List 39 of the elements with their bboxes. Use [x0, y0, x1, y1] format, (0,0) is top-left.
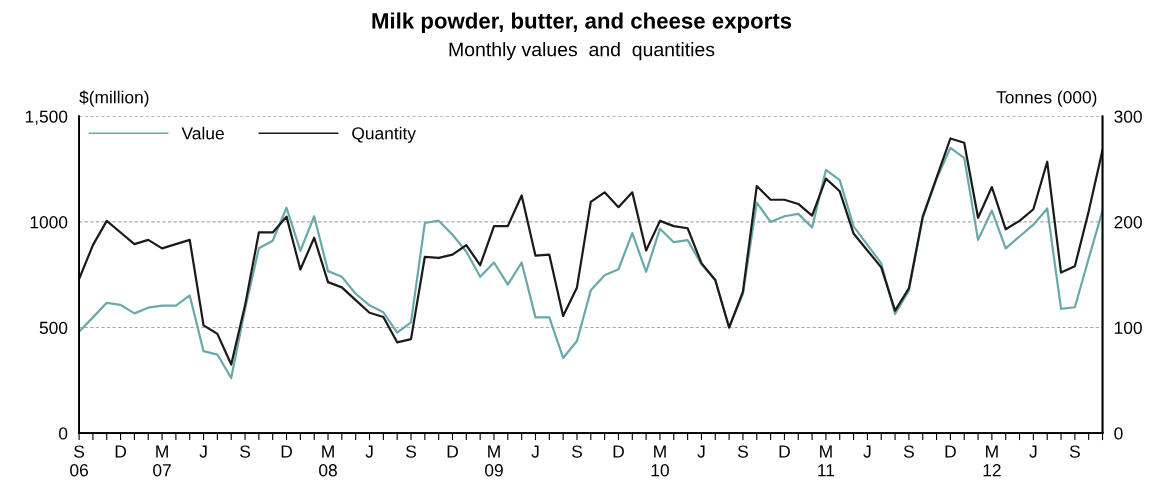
y2-tick-label: 100 — [1114, 321, 1142, 334]
x-tick-label: J — [697, 445, 705, 458]
y-tick-label: 500 — [39, 321, 68, 334]
x-tick-label: S — [903, 445, 914, 458]
y-tick-label: 0 — [59, 427, 68, 440]
x-tick-label: J — [365, 445, 373, 458]
x-tick-label: S — [737, 445, 748, 458]
x-tick-label: M 08 — [319, 445, 337, 477]
y-axis-title: $(million) — [79, 90, 149, 107]
legend-label: Value — [181, 126, 224, 140]
x-tick-label: D — [447, 445, 458, 458]
x-tick-label: D — [945, 445, 956, 458]
y2-tick-label: 0 — [1114, 427, 1123, 440]
y2-tick-label: 300 — [1114, 110, 1142, 123]
x-tick-label: M 11 — [818, 445, 835, 477]
x-tick-label: D — [613, 445, 624, 458]
x-tick-label: J — [863, 445, 871, 458]
y-tick-label: 1000 — [30, 216, 68, 229]
x-tick-label: S 06 — [70, 445, 88, 477]
x-tick-label: M 07 — [153, 445, 171, 477]
x-tick-label: S — [240, 445, 251, 458]
y2-tick-label: 200 — [1114, 216, 1142, 229]
x-tick-label: S — [406, 445, 416, 458]
chart-title: Milk powder, butter, and cheese exports — [372, 12, 792, 34]
x-tick-label: M 09 — [485, 445, 503, 477]
x-tick-label: D — [281, 445, 292, 458]
y2-axis-title: Tonnes (000) — [996, 90, 1097, 107]
x-tick-label: M 10 — [651, 445, 669, 477]
x-tick-label: J — [1029, 445, 1037, 458]
x-tick-label: S — [1069, 445, 1080, 458]
legend-label: Quantity — [352, 126, 416, 143]
x-tick-label: J — [199, 445, 207, 458]
x-tick-label: D — [779, 445, 790, 458]
x-tick-label: S — [571, 445, 582, 458]
x-tick-label: J — [531, 445, 539, 458]
x-tick-label: M 12 — [983, 445, 1001, 477]
chart-subtitle: Monthly values and quantities — [449, 42, 715, 61]
y-tick-label: 1,500 — [25, 110, 68, 125]
x-tick-label: D — [115, 445, 127, 458]
